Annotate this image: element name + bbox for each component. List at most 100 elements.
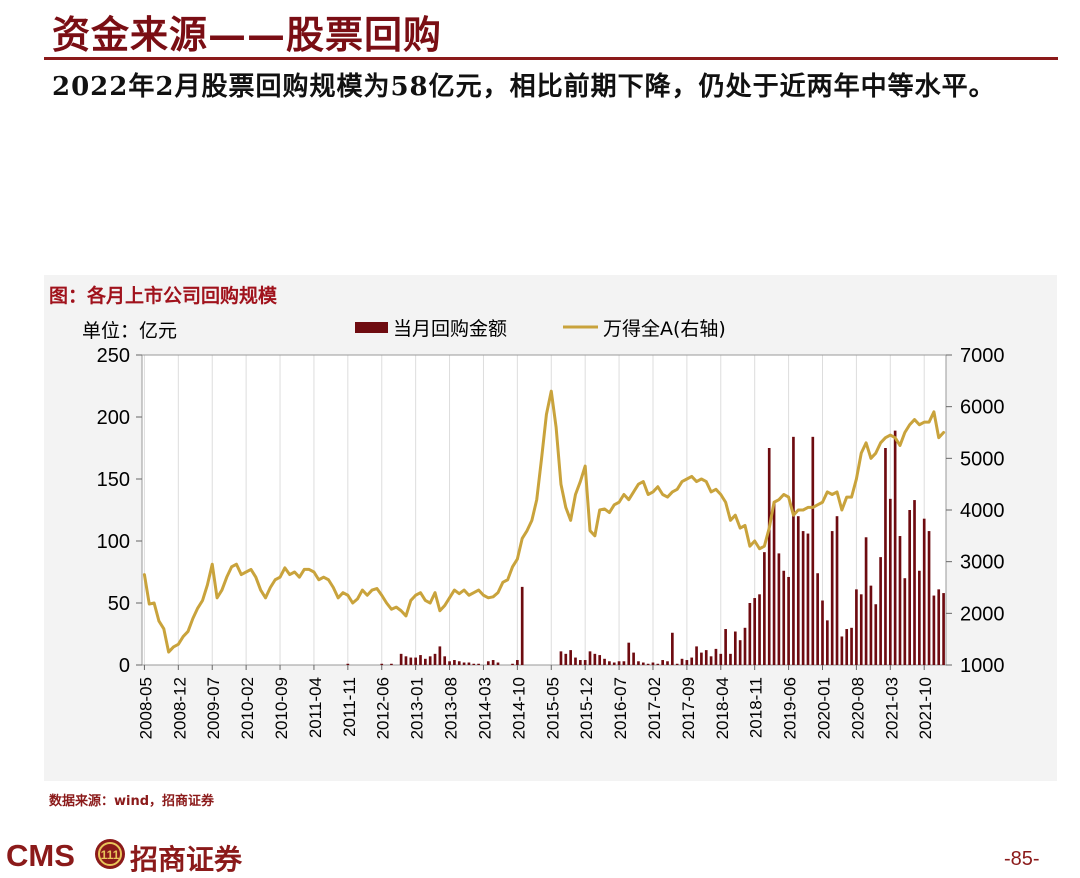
bar — [690, 657, 694, 665]
bar — [477, 663, 480, 665]
bar — [879, 557, 882, 665]
left-axis-tick-label: 150 — [97, 469, 130, 491]
bar — [467, 662, 471, 665]
bar — [772, 502, 776, 665]
bar — [918, 570, 921, 665]
x-axis-tick-label: 2012-06 — [374, 677, 393, 739]
left-axis-tick-label: 100 — [97, 531, 130, 553]
bar — [704, 650, 708, 665]
bar — [893, 430, 897, 665]
bar — [511, 663, 514, 665]
x-axis-tick-label: 2011-11 — [340, 677, 359, 737]
x-axis-tick-label: 2011-04 — [306, 677, 325, 738]
x-axis-tick-label: 2021-10 — [916, 677, 935, 739]
bar — [612, 662, 616, 665]
x-axis-tick-label: 2018-04 — [713, 677, 732, 739]
x-axis-tick-label: 2014-10 — [509, 677, 528, 739]
bar — [913, 500, 916, 665]
x-axis-tick-label: 2015-12 — [577, 677, 596, 739]
bar — [593, 653, 597, 665]
left-axis-tick-label: 250 — [97, 345, 130, 367]
x-axis-tick-label: 2017-09 — [679, 677, 698, 739]
right-axis-tick-label: 2000 — [960, 603, 1005, 625]
bar — [733, 631, 737, 665]
bar — [608, 661, 611, 665]
right-axis-tick-label: 3000 — [960, 552, 1005, 574]
bar — [564, 653, 568, 665]
bar — [433, 653, 437, 665]
x-axis-tick-label: 2021-03 — [882, 677, 901, 739]
bar — [627, 642, 631, 665]
bar — [569, 650, 572, 665]
right-axis-tick-label: 4000 — [960, 500, 1005, 522]
logo-latin: CMS — [6, 838, 75, 873]
bar — [409, 657, 413, 665]
x-axis-tick-label: 2010-09 — [272, 677, 291, 739]
x-axis-tick-label: 2008-05 — [136, 677, 155, 739]
x-axis-tick-label: 2015-05 — [543, 677, 562, 739]
right-axis-tick-label: 1000 — [960, 655, 1005, 677]
bar — [617, 661, 621, 665]
bar — [826, 620, 829, 665]
bar — [821, 600, 824, 665]
title-divider — [44, 57, 1058, 60]
bar — [898, 536, 902, 665]
left-axis-tick-label: 200 — [97, 407, 130, 429]
bar — [520, 586, 524, 665]
bar — [559, 651, 563, 665]
bar — [748, 603, 752, 665]
bar — [874, 604, 878, 665]
bar — [700, 652, 703, 665]
bar — [428, 656, 432, 665]
bar — [714, 648, 718, 665]
bar — [758, 594, 761, 665]
legend-label-bar: 当月回购金额 — [393, 318, 507, 340]
data-source: 数据来源：wind，招商证券 — [49, 794, 215, 809]
bar — [729, 653, 732, 665]
bar — [661, 660, 664, 665]
bar — [656, 663, 660, 665]
bar — [811, 436, 815, 665]
left-axis-tick-label: 0 — [119, 655, 130, 677]
x-axis-tick-label: 2013-08 — [442, 677, 461, 739]
x-axis-tick-label: 2013-01 — [408, 677, 427, 739]
bar — [651, 662, 655, 665]
x-axis-tick-label: 2020-01 — [814, 677, 833, 739]
bar — [472, 663, 476, 665]
logo-chinese: 招商证券 — [130, 843, 243, 876]
bar — [583, 660, 587, 665]
bar — [380, 663, 384, 665]
bar — [438, 646, 442, 665]
bar — [830, 531, 834, 665]
x-axis-tick-label: 2016-07 — [611, 677, 630, 739]
bar — [709, 656, 713, 665]
bar — [884, 448, 887, 665]
bar — [646, 663, 650, 665]
x-axis-tick-label: 2010-02 — [238, 677, 257, 739]
bar — [932, 595, 936, 665]
bar — [869, 585, 873, 665]
bar — [806, 533, 810, 665]
bar — [796, 516, 800, 665]
bar — [666, 661, 669, 665]
bar — [908, 510, 911, 665]
bar — [787, 576, 790, 665]
bar — [453, 660, 456, 665]
bar — [622, 661, 626, 665]
logo-mark-text: 111 — [101, 848, 120, 862]
legend-swatch-bar — [355, 322, 388, 333]
bar — [496, 662, 500, 665]
bar — [719, 653, 723, 665]
bar — [738, 640, 742, 665]
bar — [850, 627, 853, 665]
bar — [859, 594, 863, 665]
x-axis-tick-label: 2017-02 — [645, 677, 664, 739]
bar — [588, 651, 592, 665]
bar — [724, 629, 727, 665]
unit-label: 单位：亿元 — [82, 320, 177, 342]
bar — [462, 662, 466, 665]
bar — [864, 537, 868, 665]
bar — [888, 498, 892, 665]
figure-title: 图：各月上市公司回购规模 — [49, 285, 278, 307]
bar — [516, 660, 519, 665]
